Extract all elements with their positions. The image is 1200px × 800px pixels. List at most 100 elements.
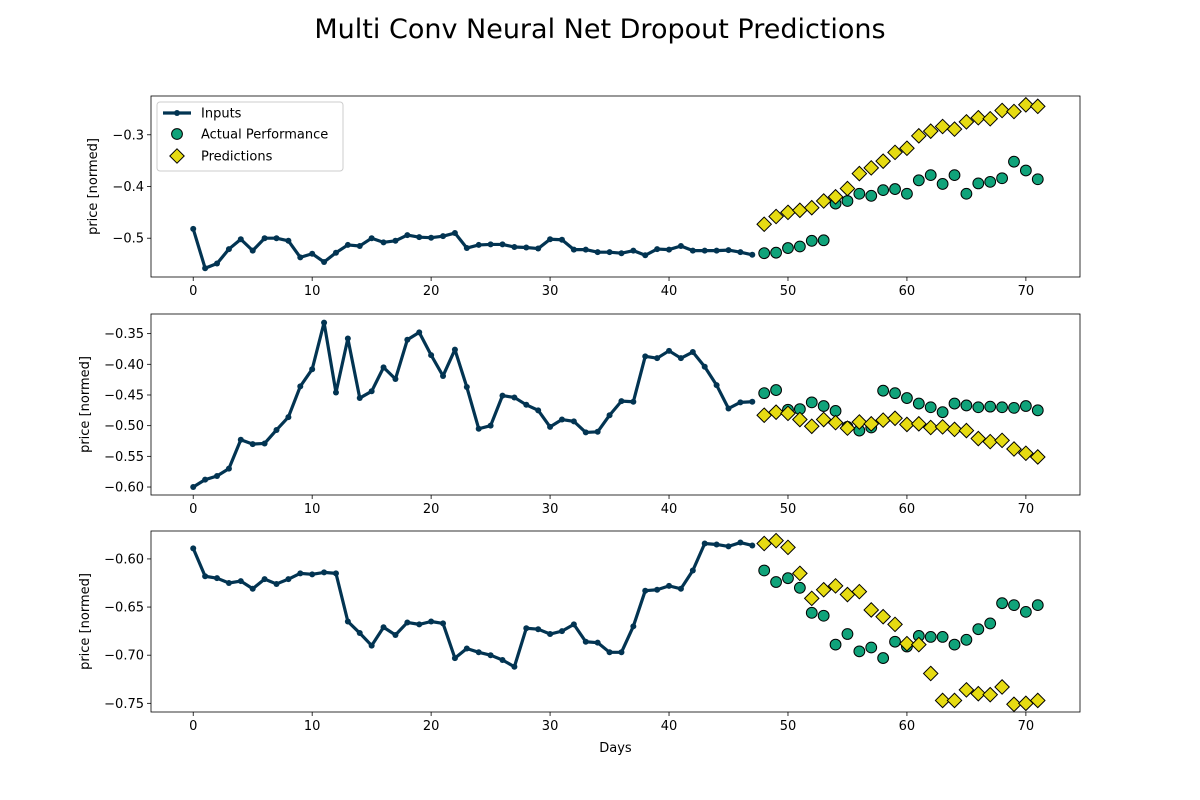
inputs-point	[618, 250, 625, 257]
actual-point	[1031, 173, 1044, 186]
inputs-point	[261, 576, 268, 583]
inputs-point	[404, 232, 411, 239]
inputs-point	[416, 329, 423, 336]
prediction-point	[1029, 692, 1046, 709]
actual-point	[984, 617, 997, 630]
inputs-point	[582, 246, 589, 253]
inputs-point	[428, 618, 435, 625]
prediction-point	[934, 118, 951, 135]
inputs-point	[666, 246, 673, 253]
inputs-point	[499, 392, 506, 399]
y-tick-label: −0.65	[104, 601, 144, 616]
actual-point	[996, 172, 1008, 185]
inputs-point	[380, 364, 387, 371]
prediction-point	[780, 405, 796, 422]
inputs-point	[356, 395, 363, 402]
plot-area	[190, 96, 1046, 272]
actual-point	[889, 635, 901, 648]
prediction-point	[934, 692, 951, 709]
inputs-point	[225, 579, 232, 586]
inputs-point	[725, 247, 732, 254]
prediction-point	[875, 153, 892, 170]
actual-point	[948, 169, 961, 182]
actual-point	[912, 174, 925, 187]
x-tick-label: 0	[189, 502, 197, 517]
x-tick-label: 70	[1018, 502, 1035, 517]
actual-point	[782, 242, 794, 254]
inputs-point	[285, 576, 292, 583]
actual-point	[829, 638, 842, 651]
actual-point	[972, 401, 985, 414]
prediction-point	[756, 216, 773, 233]
prediction-point	[851, 583, 868, 600]
prediction-point	[994, 679, 1010, 695]
prediction-point	[910, 636, 927, 653]
y-tick-label: −0.50	[104, 419, 144, 434]
inputs-point	[511, 244, 518, 251]
prediction-point	[922, 665, 939, 682]
prediction-point	[839, 586, 856, 603]
prediction-point	[887, 144, 903, 161]
actual-point	[924, 631, 937, 643]
actual-point	[924, 169, 937, 182]
prediction-point	[839, 420, 856, 437]
inputs-point	[570, 621, 577, 628]
prediction-point	[1029, 98, 1046, 115]
prediction-point	[768, 208, 784, 225]
inputs-point	[642, 587, 649, 594]
inputs-point	[630, 247, 637, 254]
prediction-point	[839, 180, 856, 197]
prediction-point	[815, 581, 832, 598]
inputs-point	[225, 246, 232, 253]
x-tick-label: 0	[189, 284, 197, 299]
prediction-point	[827, 188, 844, 205]
inputs-point	[654, 355, 661, 362]
inputs-point	[642, 252, 649, 259]
actual-point	[889, 183, 901, 195]
actual-point	[960, 187, 973, 200]
actual-point	[1008, 155, 1020, 168]
y-axis-label: price [normed]	[78, 356, 93, 453]
prediction-point	[863, 602, 880, 618]
x-tick-label: 10	[304, 719, 321, 734]
inputs-point	[547, 236, 554, 243]
prediction-point	[815, 411, 832, 428]
y-tick-label: −0.45	[104, 388, 144, 403]
actual-point	[877, 652, 890, 664]
actual-point	[948, 397, 961, 410]
inputs-point	[737, 249, 744, 256]
actual-point	[758, 387, 771, 400]
inputs-point	[463, 384, 470, 391]
inputs-point	[654, 586, 661, 593]
inputs-point	[749, 398, 756, 405]
actual-point	[841, 628, 854, 640]
inputs-point	[297, 254, 304, 261]
inputs-point	[630, 398, 637, 405]
actual-point	[936, 406, 949, 419]
actual-point	[984, 400, 997, 413]
prediction-point	[1029, 449, 1046, 465]
actual-point	[1019, 164, 1032, 177]
inputs-point	[582, 429, 589, 436]
subplot-1: 0 10 20 30 40 50 60 70 −0.5 −0.4 −0.3 price [normed…	[86, 95, 1081, 299]
inputs-point	[344, 618, 351, 625]
actual-point	[793, 581, 806, 594]
prediction-point	[863, 415, 880, 432]
actual-point	[901, 392, 913, 404]
inputs-point	[475, 425, 482, 432]
prediction-point	[1017, 96, 1034, 113]
x-tick-label: 20	[423, 284, 440, 299]
inputs-point	[214, 472, 221, 479]
inputs-point	[535, 407, 542, 414]
inputs-point	[606, 649, 613, 656]
actual-point	[948, 638, 961, 651]
prediction-point	[1017, 445, 1034, 462]
x-tick-label: 10	[304, 502, 321, 517]
inputs-point	[713, 541, 720, 548]
inputs-point	[368, 235, 375, 242]
inputs-point	[321, 569, 328, 576]
inputs-point	[297, 570, 304, 577]
actual-point	[912, 397, 925, 410]
actual-point	[853, 645, 866, 658]
